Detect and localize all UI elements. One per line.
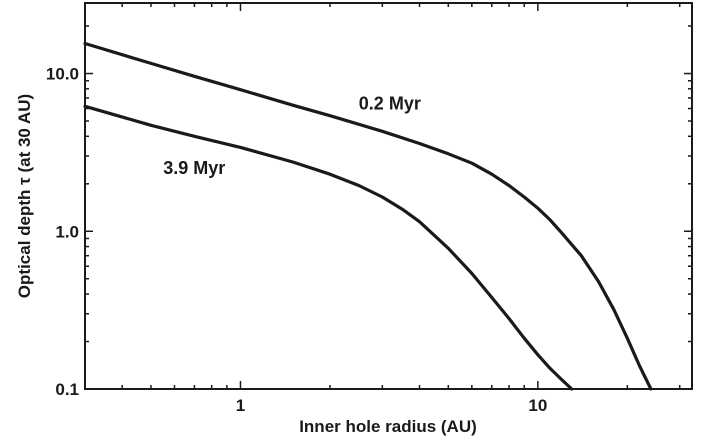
tick-labels: 1 10 0.1 1.0 10.0 <box>46 65 547 415</box>
y-tick-label: 0.1 <box>55 380 79 399</box>
plot-frame <box>84 2 693 390</box>
series-annotation-1: 0.2 Myr <box>359 94 421 114</box>
series-line-2 <box>83 104 574 391</box>
series-line-1 <box>83 41 653 391</box>
x-axis-label: Inner hole radius (AU) <box>299 417 477 436</box>
axis-ticks <box>84 3 692 390</box>
y-axis-label: Optical depth τ (at 30 AU) <box>15 94 34 298</box>
y-tick-label: 10.0 <box>46 65 79 84</box>
series-annotation-2: 3.9 Myr <box>163 158 225 178</box>
series-lines <box>83 41 653 391</box>
x-tick-label: 10 <box>528 396 547 415</box>
series-annotations: 0.2 Myr 3.9 Myr <box>163 94 421 179</box>
y-tick-label: 1.0 <box>55 222 79 241</box>
x-tick-label: 1 <box>236 396 245 415</box>
